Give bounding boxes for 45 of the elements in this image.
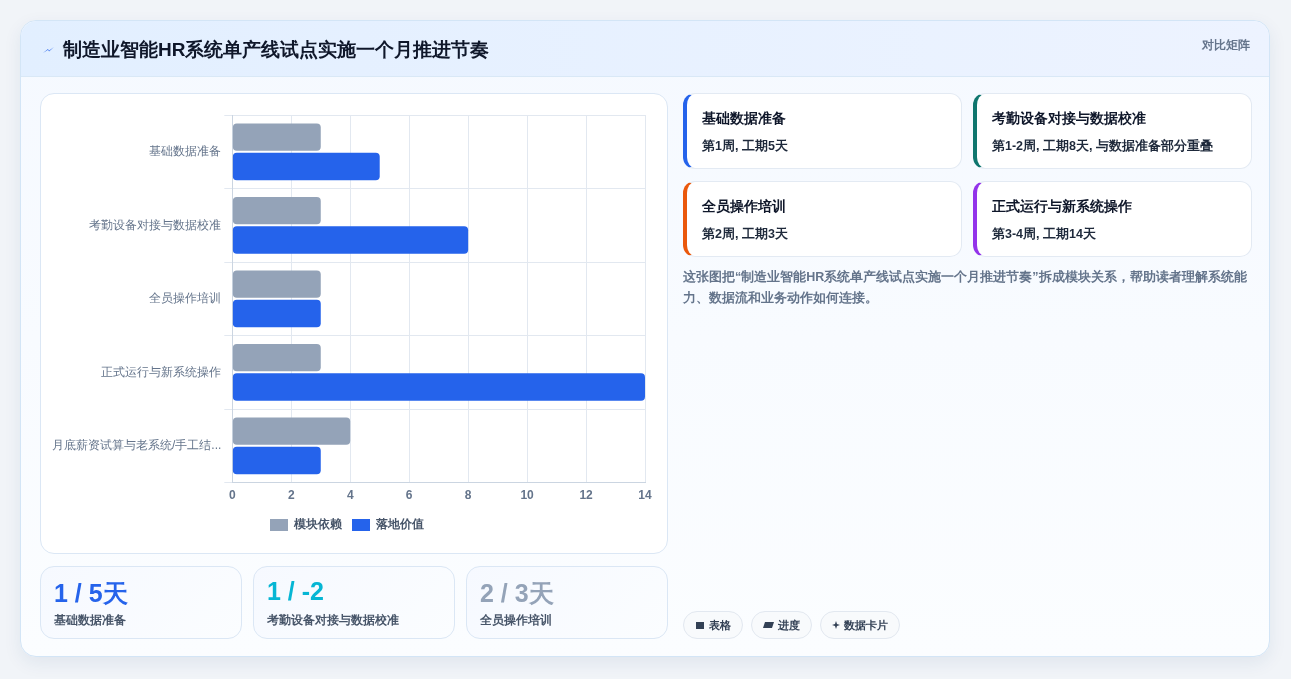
chart-title: 制造业智能HR系统单产线试点实施一个月推进节奏: [63, 38, 490, 62]
text: 第1-2周, 工期8天, 与数据准备部分重叠: [992, 138, 1213, 155]
text: 表格: [709, 617, 731, 633]
y-tick-label: 全员操作培训: [149, 291, 222, 306]
x-tick-label: 6: [405, 488, 413, 503]
text: 2 / 3天: [480, 578, 554, 609]
legend-label: 落地价值: [375, 517, 424, 532]
bar: [232, 226, 469, 254]
text: 考勤设备对接与数据校准: [992, 110, 1146, 128]
bar: [232, 343, 321, 372]
text: 对比矩阵: [1202, 37, 1250, 54]
bar: [232, 299, 321, 328]
text: 考勤设备对接与数据校准: [267, 612, 399, 629]
x-tick-label: 10: [520, 488, 535, 503]
text: 第1周, 工期5天: [702, 138, 788, 155]
text: 1 / 5天: [54, 578, 128, 609]
y-tick-label: 考勤设备对接与数据校准: [89, 217, 222, 232]
y-tick-label: 基础数据准备: [149, 144, 222, 159]
bar: [232, 196, 321, 225]
x-tick-label: 0: [228, 488, 236, 503]
text: 全员操作培训: [480, 612, 552, 629]
x-tick-label: 14: [638, 488, 652, 503]
text: 这张图把“制造业智能HR系统单产线试点实施一个月推进节奏”拆成模块关系，帮助读者理解系统能力、数据流和业务动作如何连接。: [683, 269, 1248, 307]
bar: [232, 270, 321, 298]
bar: [232, 152, 380, 181]
text: 全员操作培训: [702, 198, 786, 216]
bar: [232, 446, 321, 475]
y-tick-label: 月底薪资试算与老系统/手工结...: [51, 438, 222, 453]
text: 正式运行与新系统操作: [992, 198, 1132, 216]
x-tick-label: 12: [579, 488, 594, 503]
text: 第2周, 工期3天: [702, 226, 788, 243]
x-tick-label: 4: [346, 488, 354, 503]
text: 基础数据准备: [702, 110, 786, 128]
bar: [232, 123, 321, 151]
bar: [232, 417, 351, 445]
text: 1 / -2: [267, 577, 324, 606]
text: 数据卡片: [844, 617, 888, 633]
text: 第3-4周, 工期14天: [992, 226, 1096, 243]
legend-label: 模块依赖: [293, 517, 343, 532]
x-tick-label: 8: [464, 488, 472, 503]
text: 基础数据准备: [54, 612, 126, 629]
x-tick-label: 2: [287, 488, 295, 503]
text: 进度: [778, 617, 800, 633]
y-tick-label: 正式运行与新系统操作: [101, 364, 222, 379]
bar: [232, 373, 645, 401]
